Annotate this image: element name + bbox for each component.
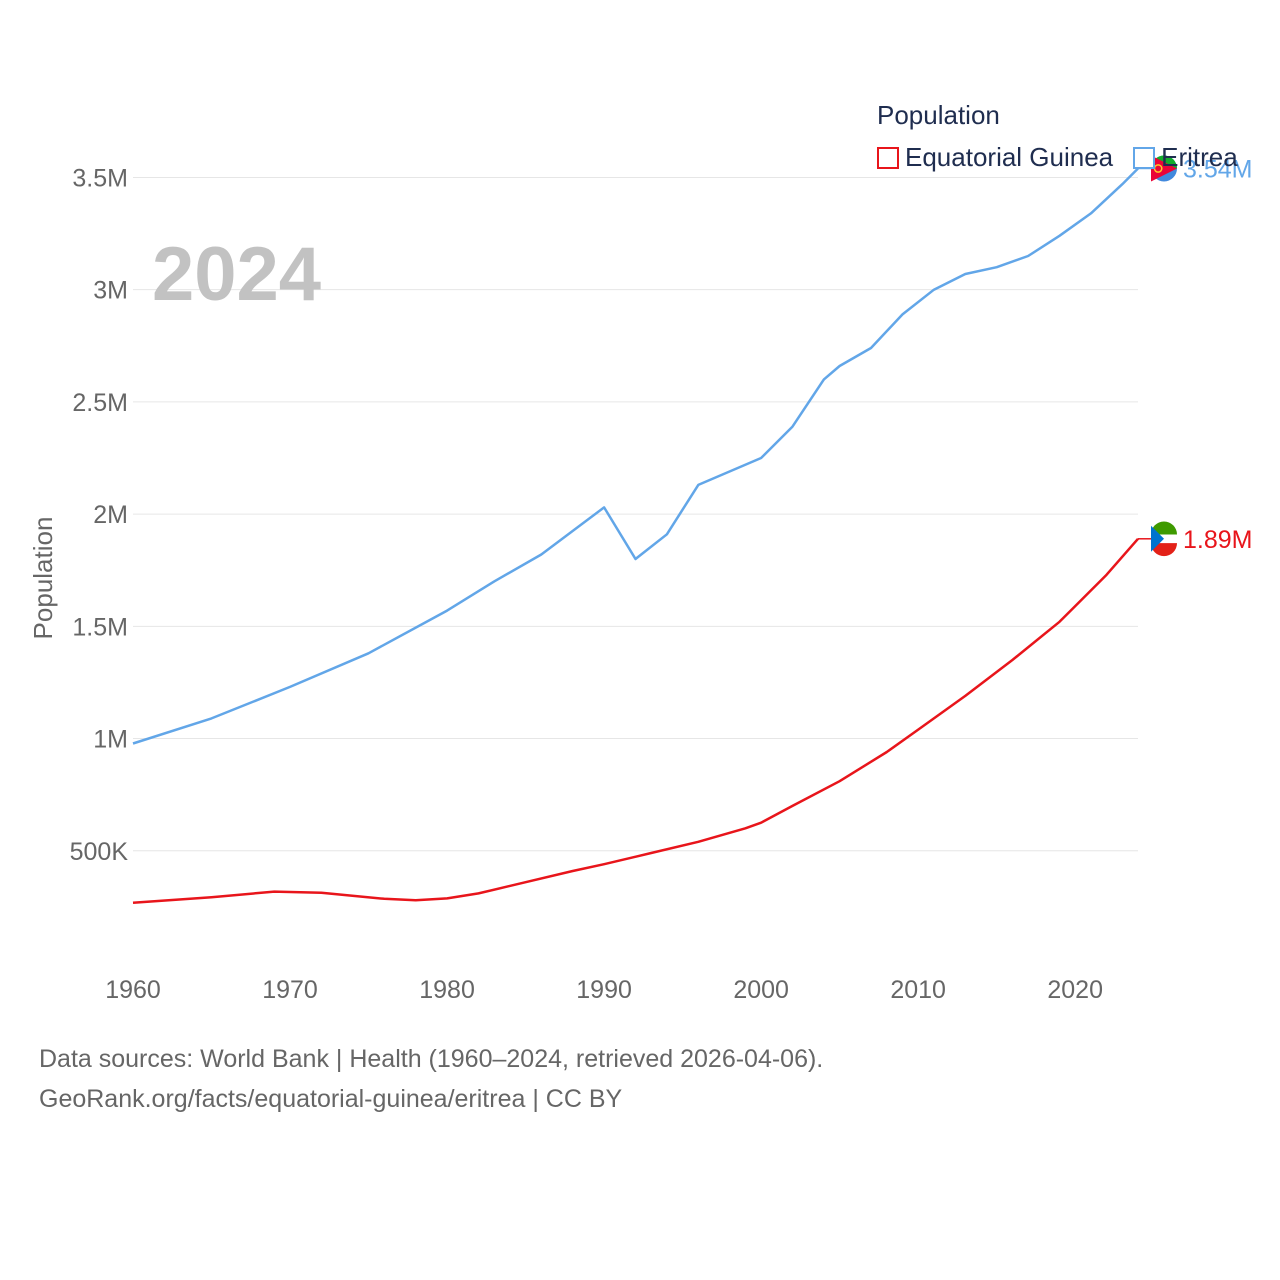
x-tick-label: 1970 xyxy=(262,976,318,1004)
flag-equatorial-guinea-icon xyxy=(1151,521,1177,557)
legend-label-equatorial-guinea: Equatorial Guinea xyxy=(905,142,1114,172)
end-value-label-eritrea: 3.54M xyxy=(1183,155,1252,183)
x-tick-label: 2000 xyxy=(733,976,789,1004)
year-label: 2024 xyxy=(152,232,321,317)
y-axis-label: Population xyxy=(28,517,58,640)
legend-item-eritrea[interactable]: Eritrea xyxy=(1133,142,1238,173)
x-tick-label: 1960 xyxy=(105,976,161,1004)
y-axis-ticks: 500K 1M 1.5M 2M 2.5M 3M 3.5M xyxy=(70,164,129,865)
flag-eritrea-icon xyxy=(1151,155,1177,182)
x-tick-label: 2010 xyxy=(890,976,946,1004)
y-tick-label: 3.5M xyxy=(72,164,128,192)
legend-swatch-equatorial-guinea xyxy=(877,146,899,169)
series-line-equatorial-guinea xyxy=(132,537,1139,905)
series-end-markers: 1.89M 3.54M xyxy=(1138,155,1252,557)
grid-lines xyxy=(133,176,1138,852)
legend: Equatorial Guinea Eritrea xyxy=(877,142,1258,173)
legend-swatch-eritrea xyxy=(1133,146,1156,169)
source-line-2[interactable]: GeoRank.org/facts/equatorial-guinea/erit… xyxy=(39,1085,623,1113)
y-tick-label: 1M xyxy=(93,726,128,754)
legend-label-eritrea: Eritrea xyxy=(1161,142,1238,172)
series-line-eritrea xyxy=(132,167,1139,745)
y-tick-label: 1.5M xyxy=(72,613,128,641)
x-tick-label: 1990 xyxy=(576,976,632,1004)
legend-item-equatorial-guinea[interactable]: Equatorial Guinea xyxy=(877,142,1113,173)
y-tick-label: 2.5M xyxy=(72,389,128,417)
series-lines xyxy=(132,167,1139,905)
legend-title: Population xyxy=(877,100,1000,130)
x-tick-label: 1980 xyxy=(419,976,475,1004)
y-tick-label: 2M xyxy=(93,501,128,529)
x-axis-ticks: 1960 1970 1980 1990 2000 2010 2020 xyxy=(105,976,1103,1004)
x-tick-label: 2020 xyxy=(1047,976,1103,1004)
source-line-1: Data sources: World Bank | Health (1960–… xyxy=(39,1045,824,1073)
y-tick-label: 500K xyxy=(70,838,129,866)
end-value-label-equatorial-guinea: 1.89M xyxy=(1183,526,1252,554)
y-tick-label: 3M xyxy=(93,277,128,305)
